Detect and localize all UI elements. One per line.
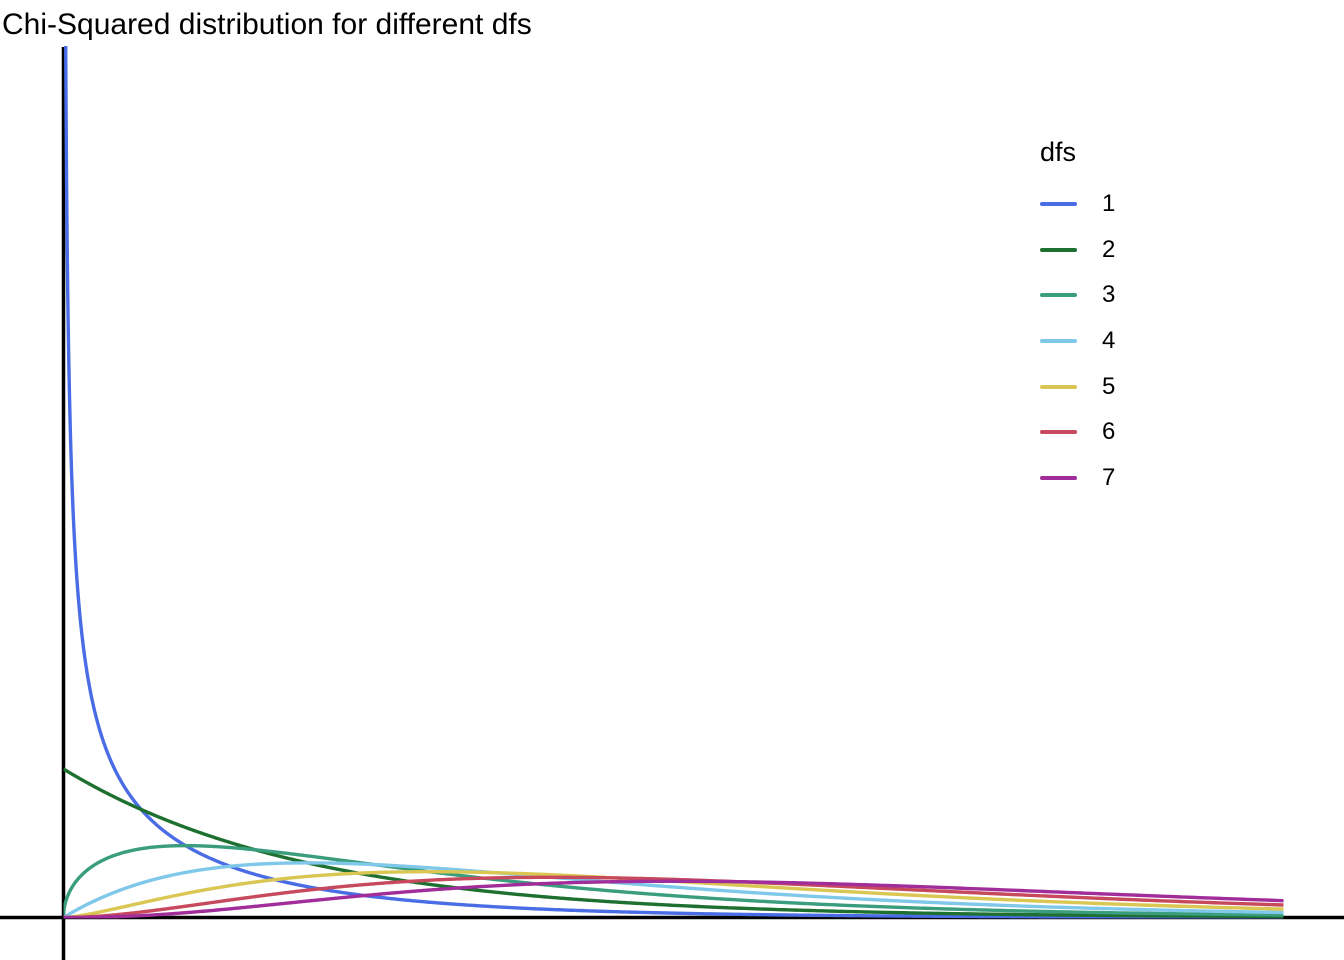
legend-title: dfs — [1040, 137, 1077, 167]
chart-title: Chi-Squared distribution for different d… — [2, 8, 532, 41]
legend-swatch-line-icon — [1040, 293, 1077, 298]
legend-item-df2: 2 — [1040, 227, 1260, 273]
legend-label: 7 — [1102, 463, 1116, 491]
curve-df2 — [63, 767, 1284, 919]
curve-df4 — [63, 861, 1284, 919]
legend-label: 5 — [1102, 372, 1116, 400]
legend-label: 3 — [1102, 281, 1116, 309]
legend-swatch-line-icon — [1040, 430, 1077, 435]
curve-df5 — [63, 870, 1284, 919]
legend-label: 2 — [1102, 235, 1116, 263]
legend-item-df5: 5 — [1040, 364, 1260, 410]
legend-items: 1 2 3 4 5 6 7 — [1040, 181, 1260, 501]
curve-group — [63, 46, 1284, 919]
legend-item-df6: 6 — [1040, 409, 1260, 455]
legend-item-df7: 7 — [1040, 455, 1260, 501]
legend-swatch-line-icon — [1040, 384, 1077, 389]
legend-item-df1: 1 — [1040, 181, 1260, 227]
legend-item-df4: 4 — [1040, 318, 1260, 364]
legend-label: 6 — [1102, 418, 1116, 446]
legend-item-df3: 3 — [1040, 272, 1260, 318]
legend-swatch-line-icon — [1040, 338, 1077, 343]
legend-label: 4 — [1102, 326, 1116, 354]
curve-df7 — [63, 879, 1284, 919]
legend-swatch-line-icon — [1040, 201, 1077, 206]
legend-label: 1 — [1102, 189, 1116, 217]
legend-swatch-line-icon — [1040, 475, 1077, 480]
legend-swatch-line-icon — [1040, 247, 1077, 252]
legend: dfs 1 2 3 4 5 6 — [1040, 136, 1260, 501]
